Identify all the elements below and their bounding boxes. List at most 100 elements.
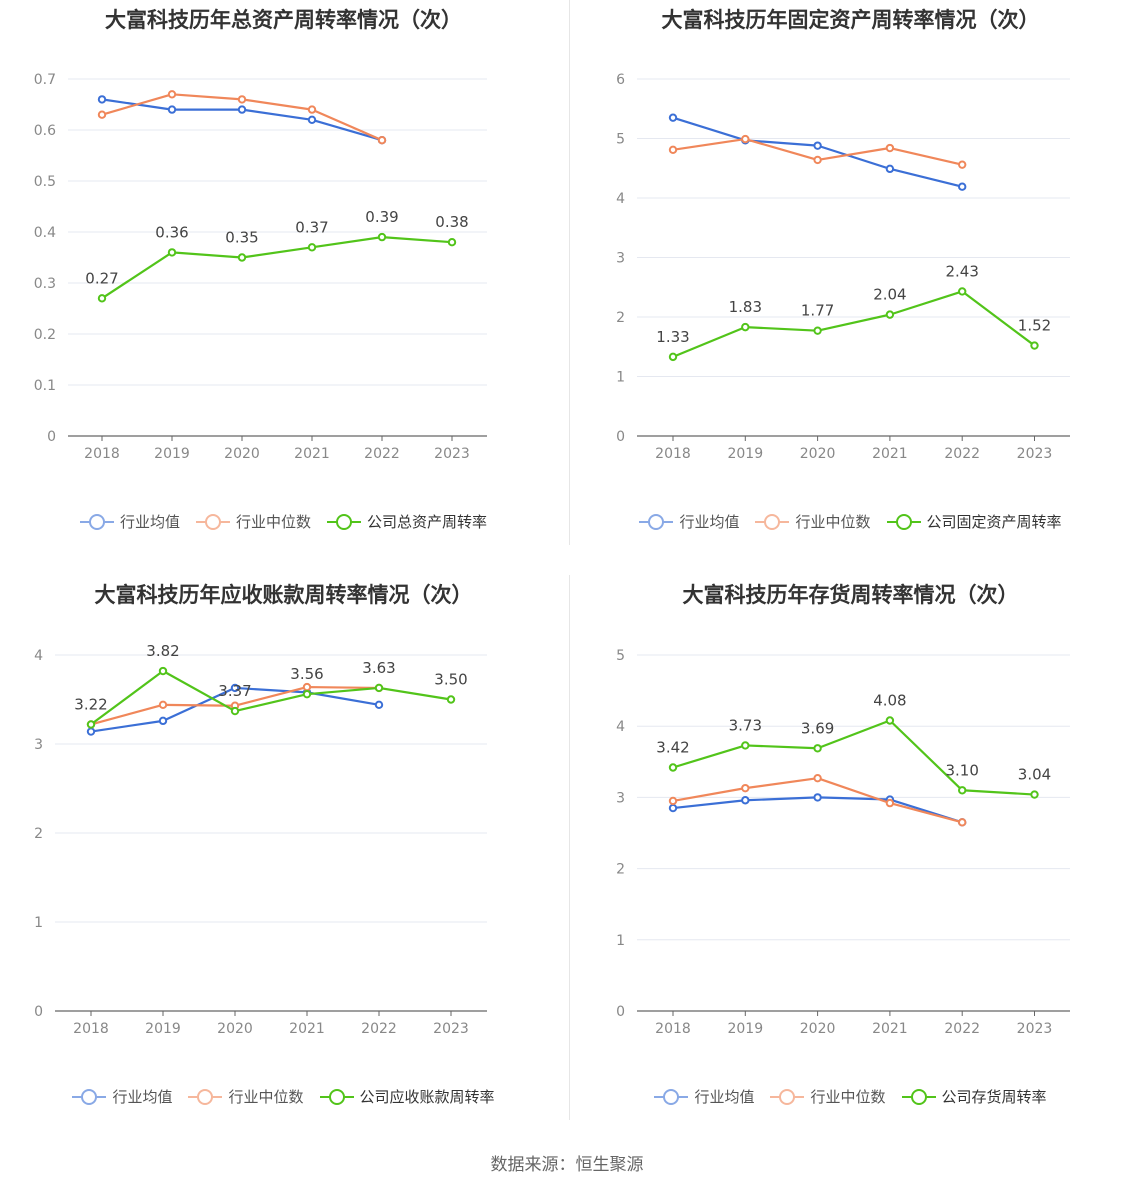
data-point-median xyxy=(741,134,750,144)
x-tick-label: 2018 xyxy=(655,446,691,462)
legend-line-circle-icon xyxy=(755,513,790,530)
data-point-company xyxy=(668,763,678,772)
legend-item-avg[interactable]: 行业均值 xyxy=(79,511,180,532)
x-tick-label: 2021 xyxy=(294,446,330,462)
y-tick-label: 4 xyxy=(616,719,625,735)
legend-item-company[interactable]: 公司总资产周转率 xyxy=(327,511,487,532)
legend-line-circle-icon xyxy=(901,1088,936,1105)
x-tick-label: 2019 xyxy=(727,1021,763,1037)
chart-title: 大富科技历年存货周转率情况（次） xyxy=(682,583,1019,607)
legend-item-company[interactable]: 公司固定资产周转率 xyxy=(886,511,1062,532)
data-point-avg xyxy=(885,164,895,174)
data-point-company xyxy=(958,786,967,795)
x-tick-label: 2023 xyxy=(1017,446,1053,462)
y-tick-label: 0 xyxy=(47,429,56,445)
chart-panel-total-asset: 大富科技历年总资产周转率情况（次） 0 0.1 0.2 0.3 0.4 0.5 0.6 0.7… xyxy=(0,0,567,560)
y-tick-label: 2 xyxy=(616,862,625,878)
legend-label: 行业中位数 xyxy=(228,1088,304,1106)
legend-item-avg[interactable]: 行业均值 xyxy=(639,511,739,532)
chart-plot: 0 1 2 3 4 5 2018 2019 2020 2021 2022 2023 3.42 3.73 3.… xyxy=(616,648,1070,1037)
data-label: 0.36 xyxy=(155,223,188,241)
data-point-median xyxy=(668,145,678,155)
legend-label: 行业均值 xyxy=(112,1088,173,1106)
legend-label: 行业均值 xyxy=(119,513,180,531)
data-point-avg xyxy=(230,683,240,693)
data-point-median xyxy=(307,105,317,114)
legend-label: 公司总资产周转率 xyxy=(367,513,488,531)
data-point-avg xyxy=(86,727,96,736)
data-label: 2.43 xyxy=(945,262,978,280)
chart-legend: 行业均值 行业中位数 公司存货周转率 xyxy=(567,1086,1134,1107)
y-tick-label: 0.2 xyxy=(34,327,56,343)
data-point-company xyxy=(741,741,750,750)
data-point-median xyxy=(377,136,387,145)
y-tick-label: 5 xyxy=(616,132,625,148)
data-label: 0.35 xyxy=(225,229,258,247)
chart-panel-inventory: 大富科技历年存货周转率情况（次） 0 1 2 3 4 5 2018 2019 2020 2021 2… xyxy=(567,575,1134,1135)
data-point-avg xyxy=(158,716,168,726)
legend-line-circle-icon xyxy=(319,1088,354,1105)
data-point-company xyxy=(167,248,177,257)
data-point-avg xyxy=(307,115,317,125)
data-label: 3.10 xyxy=(945,761,978,779)
legend-item-median[interactable]: 行业中位数 xyxy=(770,1086,886,1107)
data-point-median xyxy=(668,796,678,806)
data-point-company xyxy=(885,310,895,319)
legend-item-avg[interactable]: 行业均值 xyxy=(654,1086,754,1107)
x-tick-label: 2020 xyxy=(800,446,836,462)
data-source-note: 数据来源：恒生聚源 xyxy=(490,1155,644,1175)
data-point-company xyxy=(958,287,967,296)
x-tick-label: 2018 xyxy=(73,1021,109,1037)
data-point-median xyxy=(97,110,107,119)
data-point-company xyxy=(230,706,240,716)
x-tick-label: 2022 xyxy=(944,446,980,462)
legend-line-circle-icon xyxy=(639,513,674,530)
legend-item-median[interactable]: 行业中位数 xyxy=(188,1086,304,1107)
legend-label: 行业均值 xyxy=(694,1088,755,1106)
y-tick-label: 0 xyxy=(616,1004,625,1020)
data-label: 0.37 xyxy=(295,218,328,236)
data-point-company xyxy=(1030,341,1039,350)
x-tick-label: 2020 xyxy=(800,1021,836,1037)
legend-item-median[interactable]: 行业中位数 xyxy=(755,511,871,532)
data-point-company xyxy=(813,326,822,335)
y-tick-label: 0 xyxy=(616,429,625,445)
data-label: 3.82 xyxy=(146,642,179,660)
data-label: 3.63 xyxy=(362,659,395,677)
data-point-avg xyxy=(958,182,967,191)
chart-legend: 行业均值 行业中位数 公司总资产周转率 xyxy=(0,511,567,532)
data-label: 4.08 xyxy=(873,692,906,710)
data-label: 3.73 xyxy=(729,716,762,734)
data-point-median xyxy=(158,700,168,710)
x-tick-label: 2020 xyxy=(224,446,260,462)
data-label: 1.33 xyxy=(656,328,689,346)
y-tick-label: 5 xyxy=(616,648,625,664)
data-point-company xyxy=(86,720,96,729)
data-label: 2.04 xyxy=(873,286,906,304)
legend-line-circle-icon xyxy=(72,1088,107,1105)
x-tick-label: 2022 xyxy=(944,1021,980,1037)
data-point-median xyxy=(813,155,822,165)
data-point-company xyxy=(377,232,387,242)
data-point-company xyxy=(668,352,678,362)
data-label: 1.52 xyxy=(1018,317,1051,335)
data-label: 3.04 xyxy=(1018,766,1051,784)
data-point-company xyxy=(237,253,247,262)
data-point-company xyxy=(97,294,107,303)
data-point-company xyxy=(1030,790,1039,799)
legend-label: 行业中位数 xyxy=(235,513,311,531)
y-tick-label: 1 xyxy=(616,933,625,949)
series-line-avg xyxy=(672,116,963,188)
y-tick-label: 3 xyxy=(616,790,625,806)
legend-item-avg[interactable]: 行业均值 xyxy=(72,1086,172,1107)
y-tick-label: 0.3 xyxy=(34,276,56,292)
legend-item-company[interactable]: 公司存货周转率 xyxy=(901,1086,1047,1107)
data-point-median xyxy=(885,143,895,153)
data-label: 0.27 xyxy=(85,269,118,287)
legend-item-company[interactable]: 公司应收账款周转率 xyxy=(319,1086,495,1107)
y-tick-label: 0.6 xyxy=(34,123,56,139)
legend-item-median[interactable]: 行业中位数 xyxy=(195,511,311,532)
series-line-company xyxy=(101,236,453,300)
data-label: 3.69 xyxy=(801,719,834,737)
x-tick-label: 2023 xyxy=(433,1021,469,1037)
